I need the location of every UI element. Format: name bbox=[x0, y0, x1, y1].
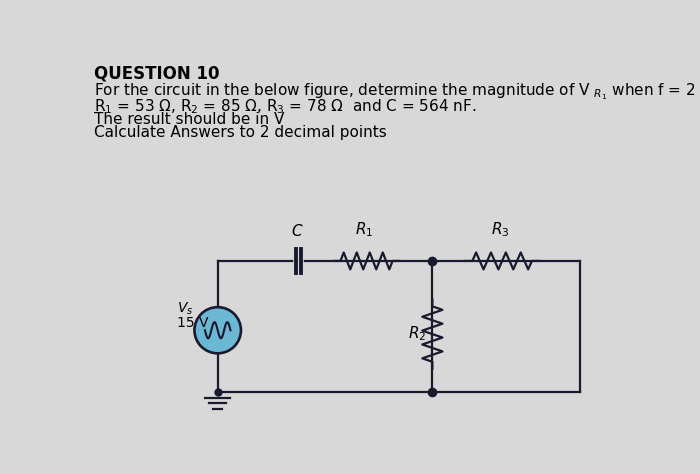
Text: $R_2$: $R_2$ bbox=[407, 325, 426, 344]
Text: $V_s$: $V_s$ bbox=[177, 301, 194, 318]
Text: $R_1$: $R_1$ bbox=[355, 221, 373, 239]
Text: The result should be in V: The result should be in V bbox=[94, 112, 284, 128]
Circle shape bbox=[195, 307, 241, 353]
Text: 15 V: 15 V bbox=[177, 316, 209, 330]
Text: $R_3$: $R_3$ bbox=[491, 221, 509, 239]
Text: C: C bbox=[291, 224, 302, 239]
Text: QUESTION 10: QUESTION 10 bbox=[94, 64, 219, 82]
Text: R$_1$ = 53 $\Omega$, R$_2$ = 85 $\Omega$, R$_3$ = 78 $\Omega$  and C = 564 nF.: R$_1$ = 53 $\Omega$, R$_2$ = 85 $\Omega$… bbox=[94, 97, 476, 116]
Text: For the circuit in the below figure, determine the magnitude of V $_{R_1}$ when : For the circuit in the below figure, det… bbox=[94, 82, 700, 102]
Text: Calculate Answers to 2 decimal points: Calculate Answers to 2 decimal points bbox=[94, 126, 386, 140]
